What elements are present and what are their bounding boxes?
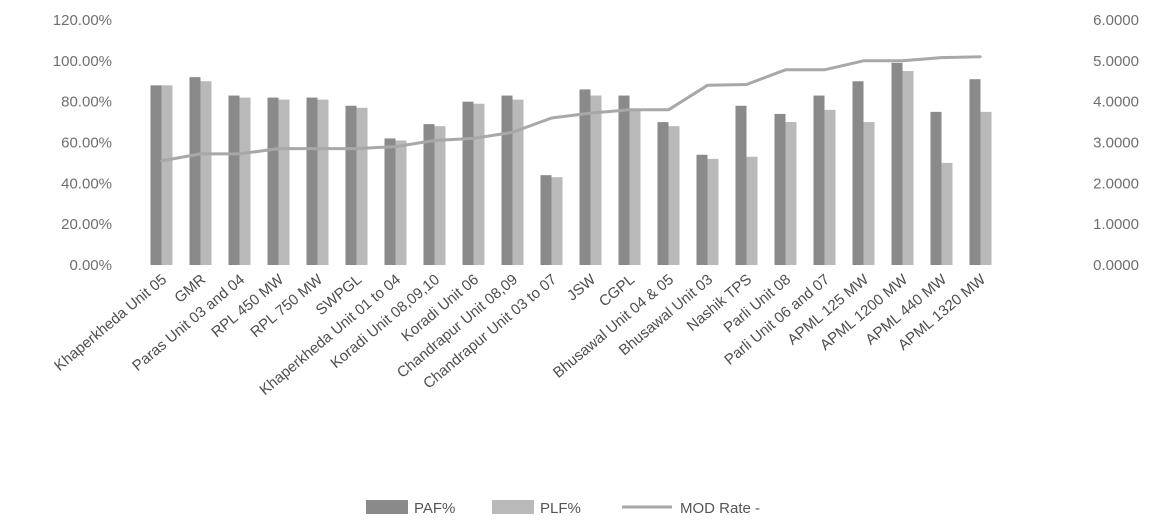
legend-label-mod: MOD Rate -	[680, 500, 760, 517]
bar-paf	[423, 124, 435, 265]
bar-plf	[980, 111, 992, 265]
bar-paf	[657, 122, 669, 265]
legend-swatch-plf	[492, 500, 534, 514]
mod-rate-point	[238, 152, 241, 156]
bar-paf	[306, 97, 318, 265]
bar-plf	[356, 107, 368, 266]
bar-plf	[590, 95, 602, 266]
bar-paf	[579, 89, 591, 266]
bar-paf	[228, 95, 240, 266]
bar-plf	[629, 109, 641, 265]
mod-rate-point	[706, 84, 709, 87]
mod-rate-point	[979, 55, 982, 58]
mod-rate-point	[316, 147, 319, 150]
bar-plf	[239, 97, 251, 265]
y2-tick-label: 3.0000	[1093, 135, 1139, 152]
y-tick-label: 80.00%	[61, 94, 112, 111]
mod-rate-point	[160, 159, 163, 163]
mod-rate-line	[161, 55, 981, 163]
y-axis-left: 0.00% 20.00% 40.00% 60.00% 80.00% 100.00% 120.…	[53, 12, 112, 274]
y2-tick-label: 6.0000	[1093, 12, 1139, 29]
bar-paf	[852, 81, 864, 265]
y-tick-label: 0.00%	[69, 257, 112, 274]
bar-plf	[473, 103, 485, 265]
mod-rate-point	[823, 68, 826, 72]
mod-rate-point	[472, 137, 475, 140]
y2-tick-label: 4.0000	[1093, 94, 1139, 111]
mod-rate-point	[901, 59, 904, 63]
bar-paf	[189, 77, 201, 266]
y-tick-label: 20.00%	[61, 216, 112, 233]
bar-paf	[813, 95, 825, 266]
bars	[150, 62, 992, 266]
bar-paf	[267, 97, 279, 265]
bar-plf	[161, 85, 173, 265]
mod-rate-point	[355, 147, 358, 150]
mod-rate-point	[550, 116, 553, 120]
bar-paf	[384, 138, 396, 265]
category-label: JSW	[564, 271, 600, 305]
y-axis-right: 0.0000 1.0000 2.0000 3.0000 4.0000 5.0000 6.00…	[1093, 12, 1139, 274]
bar-plf	[746, 156, 758, 265]
bar-plf	[824, 109, 836, 265]
y-tick-label: 60.00%	[61, 135, 112, 152]
bar-plf	[785, 122, 797, 265]
bar-paf	[462, 101, 474, 266]
bar-paf	[540, 175, 552, 265]
mod-rate-point	[784, 68, 787, 72]
y-tick-label: 40.00%	[61, 175, 112, 192]
bar-plf	[434, 126, 446, 266]
bar-paf	[969, 79, 981, 265]
y2-tick-label: 0.0000	[1093, 257, 1139, 274]
legend-swatch-paf	[366, 500, 408, 514]
mod-rate-point	[433, 139, 436, 142]
bar-paf	[345, 105, 357, 265]
bar-plf	[317, 99, 329, 265]
bar-plf	[551, 177, 563, 265]
legend-label-plf: PLF%	[540, 500, 581, 517]
mod-rate-point	[511, 131, 514, 134]
bar-plf	[863, 122, 875, 265]
mod-rate-point	[589, 111, 592, 115]
legend-label-paf: PAF%	[414, 500, 455, 517]
bar-paf	[930, 111, 942, 265]
y-tick-label: 120.00%	[53, 12, 112, 29]
bar-plf	[278, 99, 290, 265]
mod-rate-point	[745, 83, 748, 86]
bar-plf	[512, 99, 524, 265]
y2-tick-label: 1.0000	[1093, 216, 1139, 233]
mod-rate-point	[667, 108, 670, 112]
legend: PAF% PLF% MOD Rate -	[366, 500, 760, 517]
mod-rate-point	[199, 152, 202, 156]
bar-plf	[668, 126, 680, 266]
bar-plf	[395, 140, 407, 265]
y2-tick-label: 5.0000	[1093, 53, 1139, 70]
bar-paf	[618, 95, 630, 266]
mod-rate-point	[277, 147, 280, 150]
y2-tick-label: 2.0000	[1093, 175, 1139, 192]
mod-rate-point	[628, 108, 631, 112]
mod-rate-point	[862, 59, 865, 63]
bar-paf	[891, 62, 903, 265]
bar-plf	[707, 158, 719, 265]
bar-paf	[501, 95, 513, 266]
bar-paf	[774, 113, 786, 266]
bar-paf	[150, 85, 162, 265]
bar-plf	[200, 81, 212, 265]
bar-plf	[902, 71, 914, 266]
mod-rate-line-group	[160, 55, 982, 163]
bar-plf	[941, 162, 953, 265]
mod-rate-point	[940, 56, 943, 59]
y-tick-label: 100.00%	[53, 53, 112, 70]
bar-paf	[696, 154, 708, 265]
mod-rate-point	[394, 145, 397, 148]
bar-paf	[735, 105, 747, 265]
